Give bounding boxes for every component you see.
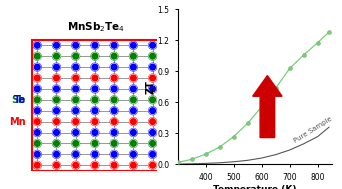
Circle shape	[110, 41, 118, 49]
Circle shape	[130, 63, 137, 71]
Circle shape	[110, 161, 118, 169]
Circle shape	[110, 140, 118, 147]
Circle shape	[53, 140, 60, 147]
Text: MnSb$_2$Te$_4$: MnSb$_2$Te$_4$	[67, 20, 125, 34]
Circle shape	[130, 107, 137, 115]
Circle shape	[91, 52, 99, 60]
Circle shape	[34, 140, 41, 147]
Circle shape	[130, 161, 137, 169]
Circle shape	[72, 41, 80, 49]
Circle shape	[53, 107, 60, 115]
Circle shape	[110, 96, 118, 104]
Circle shape	[130, 96, 137, 104]
Circle shape	[130, 85, 137, 93]
Circle shape	[72, 85, 80, 93]
Circle shape	[53, 41, 60, 49]
Circle shape	[53, 150, 60, 158]
Circle shape	[149, 118, 156, 125]
Circle shape	[34, 118, 41, 125]
Circle shape	[72, 129, 80, 136]
Circle shape	[72, 96, 80, 104]
Circle shape	[53, 63, 60, 71]
Circle shape	[91, 118, 99, 125]
Circle shape	[91, 161, 99, 169]
Circle shape	[91, 107, 99, 115]
Circle shape	[110, 118, 118, 125]
Circle shape	[149, 150, 156, 158]
X-axis label: Temperature (K): Temperature (K)	[213, 184, 297, 189]
Circle shape	[91, 96, 99, 104]
Circle shape	[149, 41, 156, 49]
Circle shape	[110, 52, 118, 60]
Y-axis label: ZT: ZT	[146, 80, 156, 94]
Circle shape	[34, 74, 41, 82]
Circle shape	[72, 150, 80, 158]
Circle shape	[53, 85, 60, 93]
Circle shape	[72, 161, 80, 169]
Circle shape	[149, 161, 156, 169]
Text: Sb: Sb	[12, 95, 26, 105]
Circle shape	[91, 63, 99, 71]
Circle shape	[149, 52, 156, 60]
Circle shape	[53, 74, 60, 82]
Circle shape	[34, 96, 41, 104]
Text: Te: Te	[14, 95, 26, 105]
Circle shape	[72, 63, 80, 71]
Circle shape	[149, 107, 156, 115]
Circle shape	[72, 52, 80, 60]
Circle shape	[34, 107, 41, 115]
Circle shape	[91, 41, 99, 49]
Circle shape	[149, 85, 156, 93]
Circle shape	[34, 161, 41, 169]
Circle shape	[149, 74, 156, 82]
Circle shape	[53, 96, 60, 104]
Circle shape	[34, 150, 41, 158]
FancyArrow shape	[253, 76, 282, 138]
Circle shape	[149, 63, 156, 71]
Circle shape	[53, 52, 60, 60]
Circle shape	[53, 118, 60, 125]
Circle shape	[91, 140, 99, 147]
Circle shape	[130, 140, 137, 147]
Circle shape	[130, 41, 137, 49]
Circle shape	[149, 140, 156, 147]
Circle shape	[130, 150, 137, 158]
Circle shape	[110, 74, 118, 82]
Circle shape	[72, 107, 80, 115]
Circle shape	[72, 140, 80, 147]
Circle shape	[130, 74, 137, 82]
Circle shape	[34, 52, 41, 60]
Circle shape	[130, 118, 137, 125]
Circle shape	[91, 85, 99, 93]
Circle shape	[91, 150, 99, 158]
Circle shape	[130, 52, 137, 60]
Circle shape	[149, 96, 156, 104]
Circle shape	[110, 63, 118, 71]
Circle shape	[34, 63, 41, 71]
Circle shape	[110, 150, 118, 158]
Circle shape	[72, 74, 80, 82]
Circle shape	[91, 129, 99, 136]
Circle shape	[91, 74, 99, 82]
Circle shape	[130, 129, 137, 136]
Circle shape	[53, 129, 60, 136]
Circle shape	[34, 41, 41, 49]
Circle shape	[149, 129, 156, 136]
Circle shape	[72, 118, 80, 125]
Circle shape	[34, 85, 41, 93]
Text: Mn: Mn	[9, 117, 26, 127]
Text: Pure Sample: Pure Sample	[292, 116, 333, 144]
Circle shape	[110, 85, 118, 93]
Circle shape	[110, 129, 118, 136]
Circle shape	[53, 161, 60, 169]
Circle shape	[34, 129, 41, 136]
Circle shape	[110, 107, 118, 115]
